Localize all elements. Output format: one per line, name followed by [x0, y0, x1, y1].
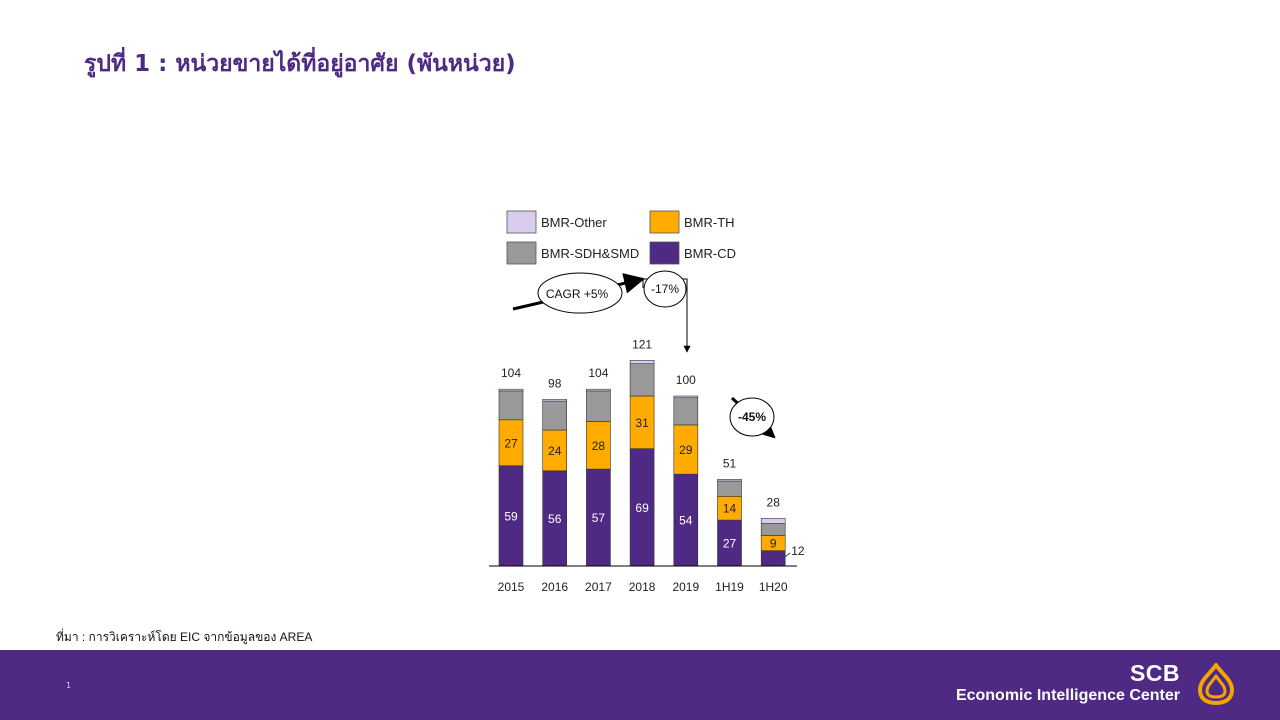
x-tick-label-1h20: 1H20 — [759, 580, 788, 594]
bar-bmr-other-2017 — [586, 388, 611, 392]
data-label-bmr-th-2017: 28 — [592, 439, 606, 453]
x-tick-label-2017: 2017 — [585, 580, 612, 594]
legend-label-bmr-cd: BMR-CD — [684, 246, 736, 261]
labels-layer: 59 27 104 56 24 98 57 28 104 69 31 121 54 29 100 27 14 51… — [501, 337, 805, 559]
bar-bmr-other-1h19 — [717, 478, 742, 482]
legend-swatch-bmr-th — [649, 210, 680, 234]
data-label-bmr-th-1h19: 14 — [723, 502, 737, 516]
change-1h20-label: -45% — [738, 410, 766, 424]
page-number: 1 — [66, 681, 72, 690]
bar-bmr-cd-1h20 — [760, 550, 786, 567]
bar-bmr-sdh-smd-1h20 — [760, 523, 786, 536]
x-axis-ticks: 2015 2016 2017 2018 2019 1H19 1H20 — [498, 580, 788, 594]
bar-bmr-other-2015 — [498, 388, 524, 392]
bar-bmr-cd-2017 — [586, 468, 611, 567]
extra-label-1h20: 12 — [791, 544, 805, 558]
bar-bmr-th-2019 — [673, 424, 699, 475]
footer-bar: 1 SCB Economic Intelligence Center — [0, 650, 1280, 720]
data-label-bmr-cd-2019: 54 — [679, 514, 693, 528]
brand-block: SCB Economic Intelligence Center — [956, 660, 1180, 706]
data-label-bmr-th-2018: 31 — [635, 416, 649, 430]
x-tick-label-1h19: 1H19 — [715, 580, 744, 594]
legend-label-bmr-other: BMR-Other — [541, 215, 607, 230]
cagr-bubble — [537, 272, 623, 314]
data-label-bmr-cd-2018: 69 — [635, 501, 649, 515]
legend-swatch-bmr-cd — [649, 241, 680, 265]
bar-bmr-other-2018 — [629, 359, 655, 364]
extra-label-leader-1h20 — [782, 552, 791, 559]
data-label-bmr-th-2016: 24 — [548, 444, 562, 458]
change-1h20-bubble — [729, 397, 775, 437]
brand-name: SCB — [1129, 660, 1180, 686]
bar-bmr-th-2018 — [629, 395, 655, 450]
data-label-bmr-cd-1h19: 27 — [723, 537, 737, 551]
bar-bmr-sdh-smd-2017 — [586, 390, 611, 422]
x-tick-label-2016: 2016 — [541, 580, 568, 594]
x-tick-label-2019: 2019 — [672, 580, 699, 594]
total-label-2016: 98 — [548, 376, 562, 390]
data-label-bmr-th-2019: 29 — [679, 443, 693, 457]
x-tick-label-2018: 2018 — [629, 580, 656, 594]
data-label-bmr-th-2015: 27 — [504, 436, 518, 450]
bar-bmr-other-2016 — [542, 399, 568, 402]
bar-bmr-cd-2019 — [673, 473, 699, 567]
chart-legend: BMR-Other BMR-TH BMR-SDH&SMD BMR-CD — [506, 210, 736, 265]
bar-bmr-th-2016 — [542, 429, 568, 472]
bar-bmr-cd-1h19 — [717, 519, 742, 567]
total-label-1h19: 51 — [723, 456, 737, 470]
total-label-1h20: 28 — [767, 495, 781, 509]
scb-logo-icon — [1198, 663, 1234, 705]
legend-label-bmr-th: BMR-TH — [684, 215, 735, 230]
change-2019-bubble — [643, 270, 687, 308]
legend-swatch-bmr-other — [506, 210, 537, 234]
bar-bmr-sdh-smd-1h19 — [717, 480, 742, 497]
total-label-2019: 100 — [676, 373, 696, 387]
x-tick-label-2015: 2015 — [498, 580, 525, 594]
data-label-bmr-cd-2016: 56 — [548, 512, 562, 526]
bars-layer — [498, 359, 786, 567]
bar-bmr-cd-2016 — [542, 470, 568, 567]
legend-swatch-bmr-sdh-smd — [506, 241, 537, 265]
legend-label-bmr-sdh-smd: BMR-SDH&SMD — [541, 246, 639, 261]
change-2019-label: -17% — [651, 282, 679, 296]
bar-bmr-th-2017 — [586, 421, 611, 470]
bar-bmr-other-2019 — [673, 395, 699, 399]
data-label-bmr-cd-2015: 59 — [504, 509, 518, 523]
bar-bmr-other-1h20 — [760, 518, 786, 524]
bar-bmr-sdh-smd-2015 — [498, 390, 524, 421]
page-title: รูปที่ 1 : หน่วยขายได้ที่อยู่อาศัย (พันห… — [84, 51, 516, 77]
total-label-2018: 121 — [632, 337, 652, 351]
total-label-2017: 104 — [588, 366, 608, 380]
bar-bmr-th-2015 — [498, 419, 524, 466]
chart-annotations: CAGR +5% -17% -45% — [512, 270, 776, 439]
bar-bmr-sdh-smd-2019 — [673, 397, 699, 426]
data-label-bmr-th-1h20: 9 — [770, 537, 777, 551]
cagr-label: CAGR +5% — [546, 287, 609, 301]
data-label-bmr-cd-2017: 57 — [592, 511, 606, 525]
bar-bmr-cd-2018 — [629, 448, 655, 567]
brand-subtitle: Economic Intelligence Center — [955, 687, 1180, 704]
source-note: ที่มา : การวิเคราะห์โดย EIC จากข้อมูลของ… — [56, 630, 313, 644]
bar-bmr-cd-2015 — [498, 465, 524, 567]
bar-bmr-sdh-smd-2018 — [629, 363, 655, 397]
total-label-2015: 104 — [501, 366, 521, 380]
bar-bmr-sdh-smd-2016 — [542, 400, 568, 431]
